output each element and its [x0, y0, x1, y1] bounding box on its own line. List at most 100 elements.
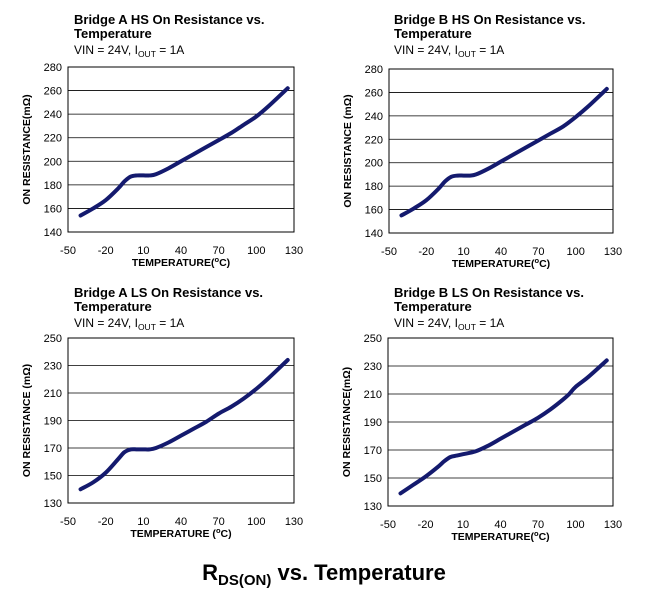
chart-title-line1: Bridge A HS On Resistance vs. [74, 12, 265, 27]
conditions-part-b: = 1A [156, 316, 184, 330]
y-tick-label: 150 [44, 471, 62, 483]
chart-conditions: VIN = 24V, IOUT = 1A [74, 43, 184, 59]
x-tick-label: 130 [604, 246, 622, 258]
x-tick-label: 130 [604, 519, 622, 531]
y-tick-label: 210 [364, 389, 382, 401]
x-tick-label: 100 [247, 516, 265, 528]
y-tick-label: 280 [365, 64, 383, 76]
y-tick-label: 250 [44, 333, 62, 345]
x-tick-label: -50 [60, 245, 76, 257]
y-tick-label: 250 [364, 333, 382, 345]
y-tick-label: 140 [44, 227, 62, 239]
x-tick-label: 70 [532, 246, 544, 258]
plot-frame [67, 66, 295, 233]
x-tick-label: 130 [285, 516, 303, 528]
x-axis-label-superscript: o [216, 526, 221, 535]
x-tick-label: 10 [137, 516, 149, 528]
x-axis-label-part-b: C) [539, 258, 550, 270]
chart-title-line2: Temperature [394, 299, 472, 314]
chart-title-line2: Temperature [74, 26, 152, 41]
plot-frame [67, 337, 295, 504]
plot-frame [388, 68, 614, 234]
x-axis-label: TEMPERATURE(oC) [452, 256, 550, 270]
x-tick-label: -50 [60, 516, 76, 528]
x-axis-label: TEMPERATURE(oC) [132, 255, 230, 269]
x-tick-label: 100 [247, 245, 265, 257]
conditions-subscript: OUT [458, 49, 476, 59]
conditions-part-b: = 1A [476, 316, 504, 330]
conditions-subscript: OUT [138, 322, 156, 332]
x-tick-label: 40 [494, 519, 506, 531]
y-tick-label: 160 [44, 203, 62, 215]
y-tick-label: 180 [44, 180, 62, 192]
y-tick-label: 130 [364, 501, 382, 513]
chart-title-line1: Bridge A LS On Resistance vs. [74, 285, 263, 300]
x-axis-label-part-a: TEMPERATURE( [451, 531, 534, 543]
chart-bridge-a-hs: Bridge A HS On Resistance vs.Temperature… [21, 12, 303, 269]
y-tick-label: 230 [364, 361, 382, 373]
conditions-part-a: VIN = 24V, I [394, 316, 458, 330]
x-axis-label-part-b: C) [219, 257, 230, 269]
conditions-subscript: OUT [458, 322, 476, 332]
y-tick-label: 230 [44, 361, 62, 373]
x-tick-label: 70 [213, 516, 225, 528]
conditions-part-b: = 1A [156, 43, 184, 57]
x-tick-label: -20 [98, 245, 114, 257]
y-tick-label: 170 [364, 445, 382, 457]
x-tick-label: -20 [418, 519, 434, 531]
chart-conditions: VIN = 24V, IOUT = 1A [394, 43, 504, 59]
y-tick-label: 240 [365, 111, 383, 123]
y-axis-label: ON RESISTANCE (mΩ) [342, 94, 354, 207]
y-tick-label: 170 [44, 443, 62, 455]
y-tick-label: 240 [44, 109, 62, 121]
y-tick-label: 150 [364, 473, 382, 485]
y-tick-label: 210 [44, 388, 62, 400]
y-tick-label: 220 [44, 133, 62, 145]
y-axis-label: ON RESISTANCE(mΩ) [21, 94, 33, 204]
x-axis-label-part-b: C) [221, 528, 232, 540]
x-tick-label: 70 [532, 519, 544, 531]
y-tick-label: 160 [365, 205, 383, 217]
series-line [78, 86, 290, 218]
figure-caption: RDS(ON) vs. Temperature [202, 560, 446, 589]
chart-conditions: VIN = 24V, IOUT = 1A [394, 316, 504, 332]
conditions-subscript: OUT [138, 49, 156, 59]
y-tick-label: 260 [365, 87, 383, 99]
conditions-part-a: VIN = 24V, I [74, 316, 138, 330]
x-axis-label-part-b: C) [539, 531, 550, 543]
x-tick-label: 40 [175, 516, 187, 528]
x-axis-label-part-a: TEMPERATURE ( [130, 528, 216, 540]
y-axis-label: ON RESISTANCE (mΩ) [21, 364, 33, 477]
caption-subscript: DS(ON) [218, 572, 271, 589]
chart-bridge-b-hs: Bridge B HS On Resistance vs.Temperature… [342, 12, 622, 270]
chart-title-line1: Bridge B HS On Resistance vs. [394, 12, 585, 27]
chart-bridge-b-ls: Bridge B LS On Resistance vs.Temperature… [341, 285, 622, 543]
x-tick-label: 40 [495, 246, 507, 258]
x-tick-label: -50 [380, 519, 396, 531]
y-tick-label: 190 [364, 417, 382, 429]
x-axis-label-part-a: TEMPERATURE( [132, 257, 215, 269]
plot-frame [387, 337, 614, 507]
y-tick-label: 180 [365, 181, 383, 193]
caption-rest: vs. Temperature [271, 560, 445, 585]
x-axis-label-part-a: TEMPERATURE( [452, 258, 535, 270]
conditions-part-b: = 1A [476, 43, 504, 57]
y-tick-label: 200 [365, 158, 383, 170]
x-tick-label: 10 [137, 245, 149, 257]
series-line [398, 358, 609, 496]
conditions-part-a: VIN = 24V, I [394, 43, 458, 57]
x-tick-label: 70 [213, 245, 225, 257]
y-tick-label: 140 [365, 228, 383, 240]
y-tick-label: 260 [44, 86, 62, 98]
series-line [78, 358, 290, 492]
chart-title-line2: Temperature [74, 299, 152, 314]
y-tick-label: 130 [44, 498, 62, 510]
chart-title-line1: Bridge B LS On Resistance vs. [394, 285, 584, 300]
chart-bridge-a-ls: Bridge A LS On Resistance vs.Temperature… [21, 285, 303, 540]
conditions-part-a: VIN = 24V, I [74, 43, 138, 57]
chart-title-line2: Temperature [394, 26, 472, 41]
x-axis-label: TEMPERATURE(oC) [451, 529, 549, 543]
series-line [399, 86, 609, 218]
x-axis-label-superscript: o [534, 256, 539, 265]
